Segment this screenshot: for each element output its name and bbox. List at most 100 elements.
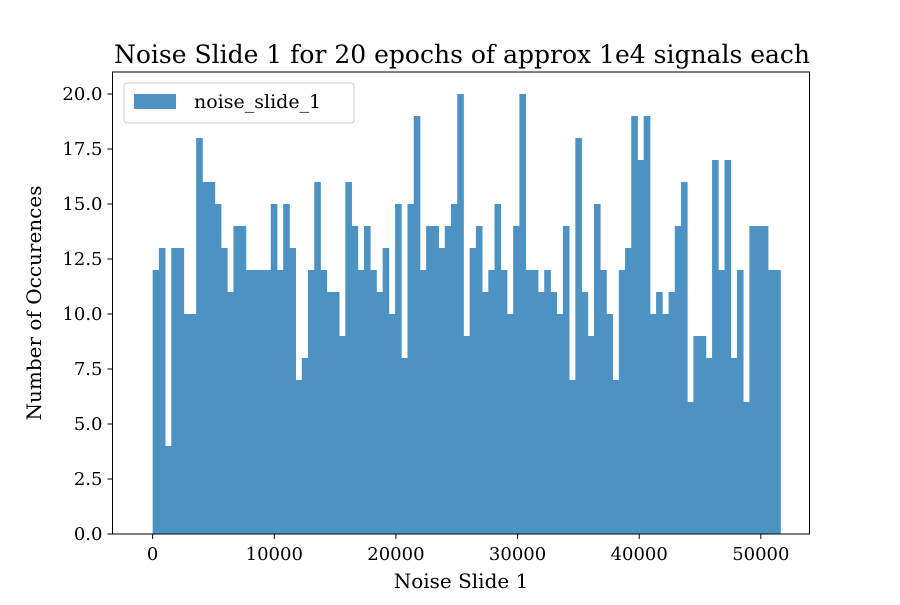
x-tick-label: 50000: [732, 544, 789, 565]
histogram-bar: [426, 226, 433, 534]
histogram-bar: [463, 336, 471, 534]
histogram-bar: [556, 314, 564, 534]
histogram-bar: [177, 248, 185, 534]
chart-title: Noise Slide 1 for 20 epochs of approx 1e…: [114, 40, 810, 69]
histogram-bar: [761, 226, 769, 534]
histogram-bar: [413, 116, 421, 534]
y-tick-label: 15.0: [62, 194, 102, 215]
histogram-bar: [519, 94, 526, 534]
histogram-bar: [500, 270, 508, 534]
histogram-bar: [158, 248, 166, 534]
x-tick-label: 0: [147, 544, 158, 565]
histogram-bar: [152, 270, 160, 534]
y-tick-label: 12.5: [62, 249, 102, 270]
x-tick-label: 40000: [611, 544, 668, 565]
histogram-bar: [600, 270, 607, 534]
histogram-bar: [382, 248, 390, 534]
histogram-bar: [674, 226, 682, 534]
histogram-bar: [581, 292, 589, 534]
histogram-bar: [593, 204, 601, 534]
histogram-bar: [320, 270, 328, 534]
histogram-bar: [419, 270, 427, 534]
histogram-bar: [270, 204, 278, 534]
histogram-bar: [531, 270, 539, 534]
histogram-bar: [768, 270, 775, 534]
y-axis-label: Number of Occurences: [22, 186, 46, 421]
y-tick-label: 5.0: [74, 414, 103, 435]
histogram-bar: [562, 226, 570, 534]
histogram-bar: [637, 160, 645, 534]
histogram-bar: [587, 336, 595, 534]
histogram-bar: [718, 270, 725, 534]
y-tick-label: 7.5: [74, 359, 103, 380]
histogram-bar: [438, 248, 446, 534]
histogram-bar: [705, 358, 713, 534]
histogram-bar: [724, 160, 732, 534]
histogram-bar: [295, 380, 303, 534]
histogram-bar: [276, 270, 284, 534]
x-tick-label: 30000: [489, 544, 546, 565]
x-axis: 0 10000 20000 30000 40000 50000: [147, 534, 789, 565]
histogram-bar: [227, 292, 234, 534]
histogram-bar: [743, 402, 750, 534]
histogram-bar: [506, 314, 514, 534]
histogram-bar: [612, 380, 620, 534]
histogram-bar: [301, 358, 309, 534]
histogram-bar: [258, 270, 265, 534]
histogram-bar: [687, 402, 694, 534]
histogram-bar: [755, 226, 763, 534]
histogram-bar: [606, 314, 614, 534]
histogram-bar: [544, 270, 551, 534]
histogram-bar: [357, 270, 365, 534]
histogram-bar: [488, 270, 495, 534]
histogram-bar: [575, 138, 582, 534]
histogram-bar: [569, 380, 576, 534]
histogram-bar: [730, 358, 738, 534]
legend-label: noise_slide_1: [194, 91, 321, 113]
histogram-bar: [401, 358, 408, 534]
histogram-bar: [699, 336, 707, 534]
legend-swatch: [134, 94, 176, 109]
histogram-bar: [208, 182, 216, 534]
histogram-bar: [308, 270, 315, 534]
histogram-bar: [643, 116, 651, 534]
histogram-bar: [214, 204, 222, 534]
histogram-bar: [196, 138, 203, 534]
histogram-bar: [513, 226, 520, 534]
histogram-bar: [712, 160, 719, 534]
histogram-bar: [457, 94, 464, 534]
histogram-bar: [432, 226, 439, 534]
legend: noise_slide_1: [123, 82, 355, 124]
histogram-bar: [444, 226, 452, 534]
histogram-bar: [183, 314, 191, 534]
histogram-bar: [693, 336, 701, 534]
histogram-bar: [233, 226, 241, 534]
histogram-bar: [363, 226, 371, 534]
histogram-bar: [264, 270, 272, 534]
x-tick-label: 20000: [367, 544, 424, 565]
plot-frame: [112, 71, 810, 535]
histogram-bar: [376, 292, 384, 534]
histogram-bar: [245, 270, 253, 534]
histogram-bar: [668, 292, 676, 534]
histogram-bar: [550, 292, 558, 534]
y-tick-label: 17.5: [62, 139, 102, 160]
histogram-bar: [289, 248, 297, 534]
histogram-bar: [171, 248, 178, 534]
histogram-bar: [345, 182, 352, 534]
histogram-bar: [407, 204, 415, 534]
histogram-bar: [326, 292, 334, 534]
histogram-bar: [395, 204, 402, 534]
histogram-bar: [525, 270, 533, 534]
y-axis: 0.0 2.5 5.0 7.5 10.0 12.5 15.0 17.5 20.0: [62, 84, 113, 545]
legend-box: [123, 82, 355, 124]
histogram-bar: [736, 270, 744, 534]
histogram-bar: [494, 204, 502, 534]
histogram-bar: [332, 292, 340, 534]
histogram-bar: [388, 314, 396, 534]
histogram-bar: [749, 226, 756, 534]
histogram-bar: [538, 292, 545, 534]
histogram-bar: [656, 292, 663, 534]
histogram-bar: [202, 182, 209, 534]
